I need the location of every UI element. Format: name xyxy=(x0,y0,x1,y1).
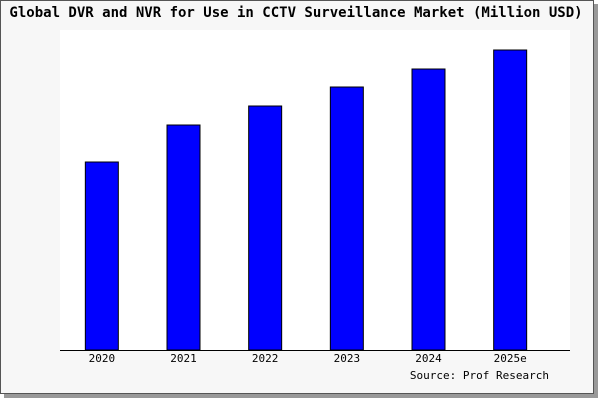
x-tick-label: 2022 xyxy=(252,352,279,365)
x-tick-label: 2025e xyxy=(494,352,527,365)
x-tick-label: 2020 xyxy=(89,352,116,365)
bar xyxy=(411,68,446,351)
x-tick-label: 2021 xyxy=(170,352,197,365)
bar xyxy=(329,86,364,351)
bar xyxy=(493,49,528,351)
title-clip: Global DVR and NVR for Use in CCTV Surve… xyxy=(9,5,582,21)
x-tick-label: 2023 xyxy=(334,352,361,365)
bar xyxy=(84,161,119,351)
x-tick-label: 2024 xyxy=(415,352,442,365)
source-note: Source: Prof Research xyxy=(410,369,549,382)
bar xyxy=(248,105,283,351)
bar xyxy=(166,124,201,351)
plot-area xyxy=(60,30,570,350)
chart-title: Global DVR and NVR for Use in CCTV Surve… xyxy=(9,5,582,21)
bars xyxy=(84,49,528,351)
